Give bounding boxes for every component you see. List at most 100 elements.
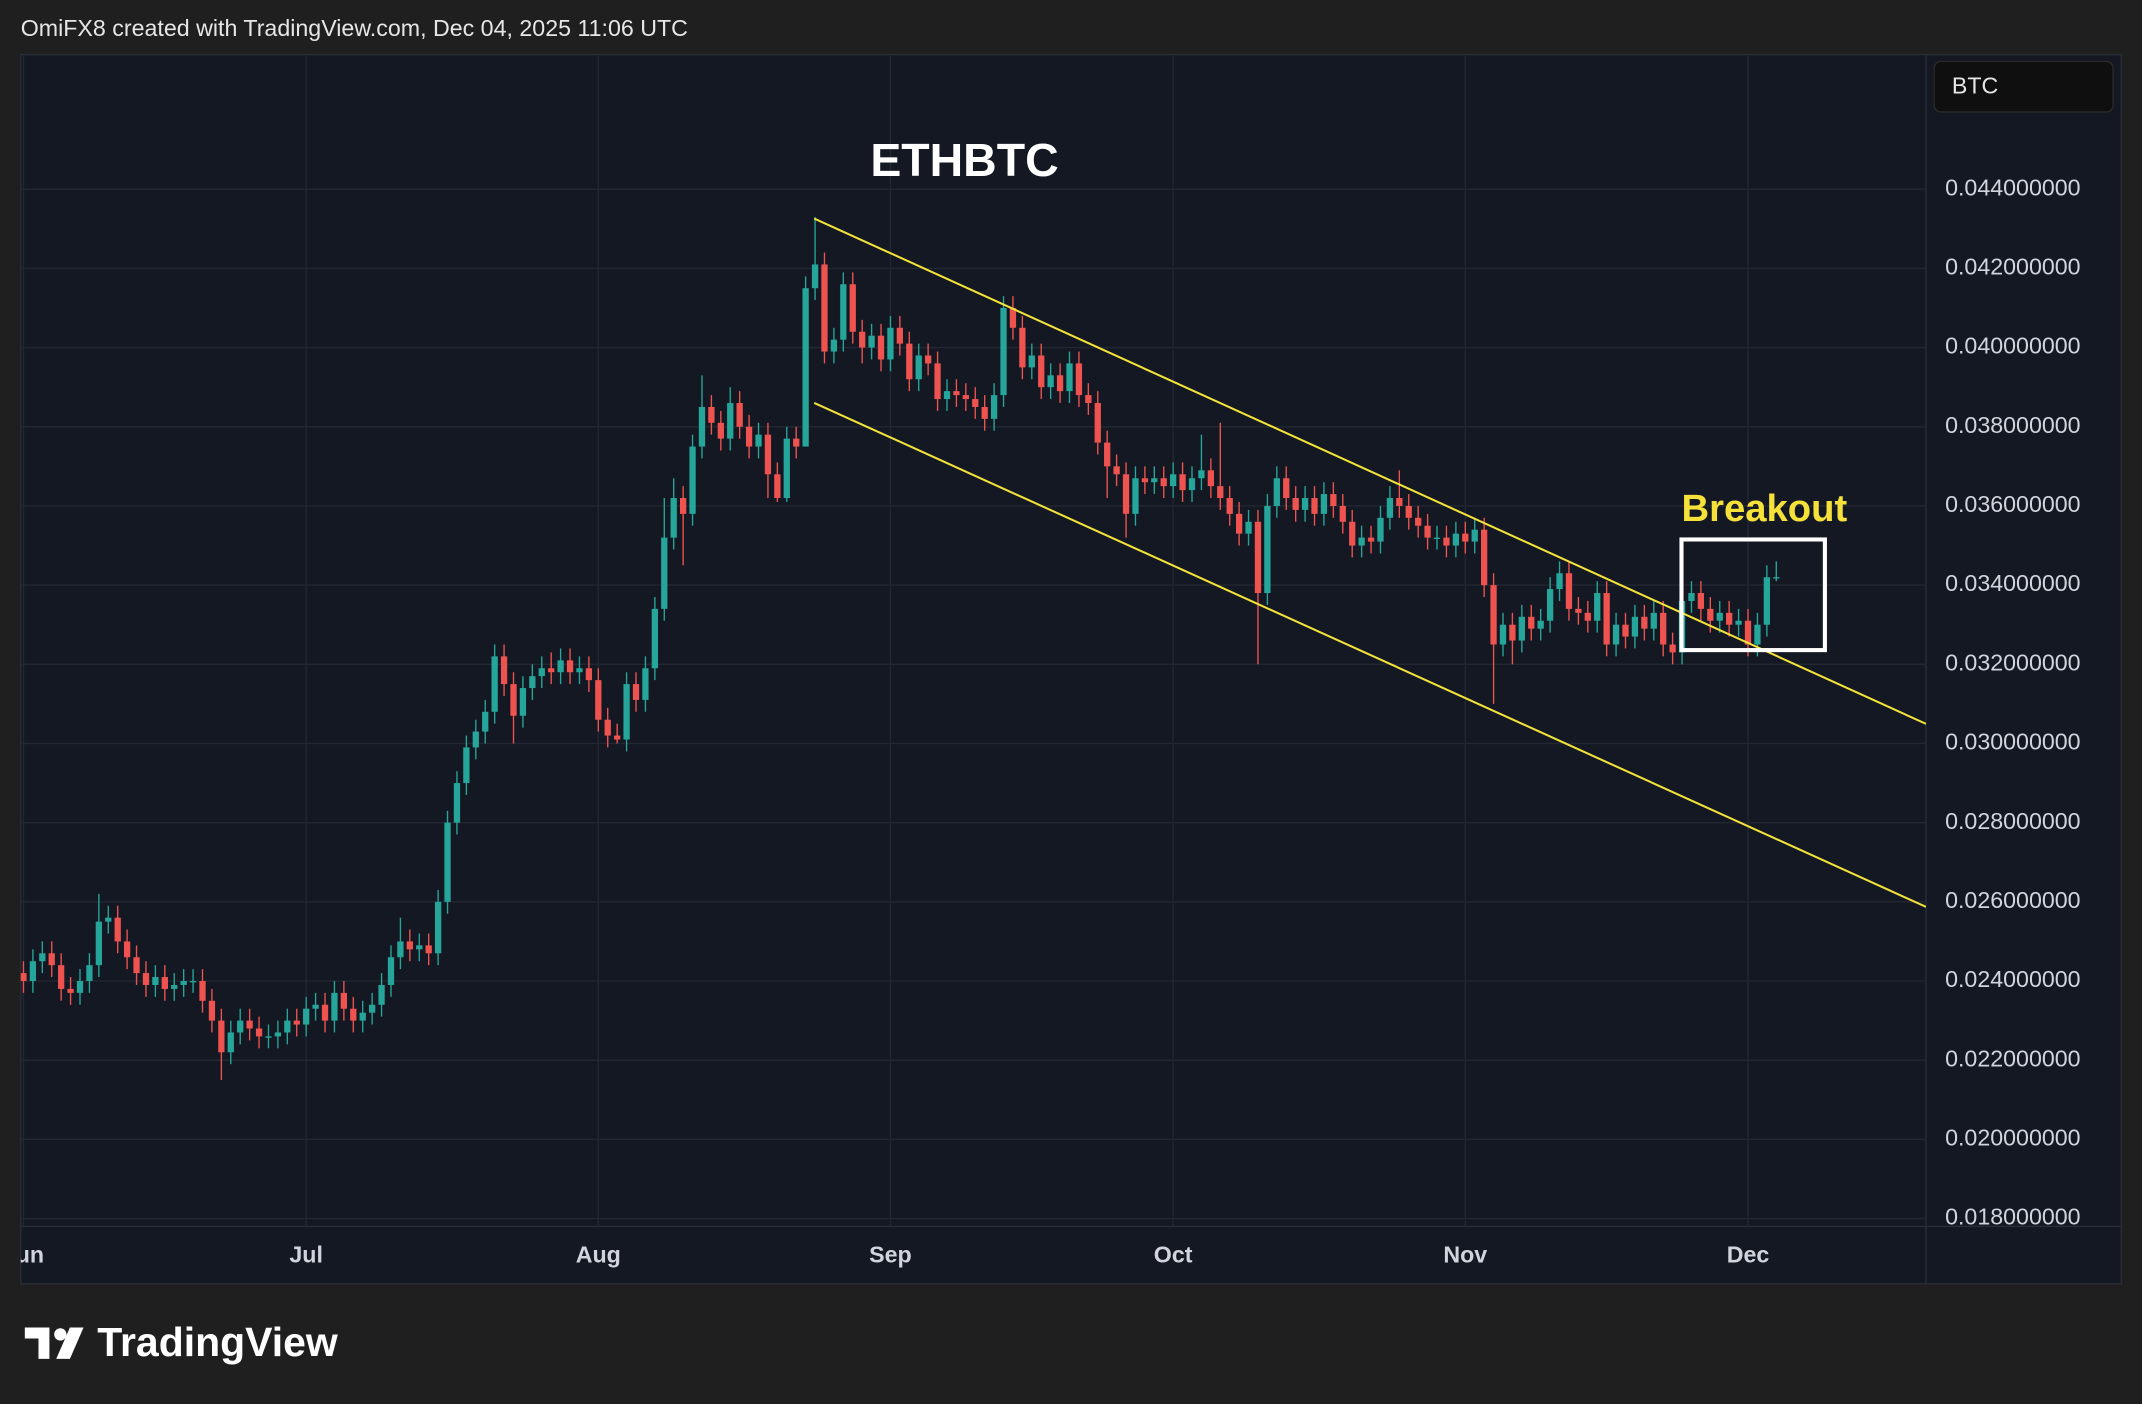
candle-body (472, 731, 479, 748)
candle-body (1565, 573, 1573, 609)
candle-body (1773, 577, 1780, 579)
candle-body (1462, 533, 1469, 542)
candle-body (1452, 533, 1460, 546)
candle-body (1273, 478, 1280, 506)
y-tick-label: 0.040000000 (1945, 333, 2080, 359)
candle-body (227, 1032, 234, 1053)
y-tick-label: 0.028000000 (1945, 808, 2080, 834)
candle-body (378, 984, 385, 1005)
candle-body (566, 660, 574, 673)
candle-body (95, 921, 102, 966)
candle-body (1245, 521, 1252, 534)
candle-body (802, 288, 809, 447)
y-tick-label: 0.030000000 (1945, 729, 2080, 755)
candle-body (350, 1008, 357, 1021)
y-tick-label: 0.034000000 (1945, 570, 2080, 596)
candle-body (1085, 395, 1092, 404)
candle-body (830, 339, 838, 352)
candle-body (1113, 466, 1120, 475)
candle-body (1556, 573, 1563, 590)
time-axis: Jun Jul Aug Sep Oct Nov Dec (21, 1242, 1770, 1268)
candle-body (1254, 521, 1262, 594)
candle-body (896, 327, 904, 344)
candle-body (877, 335, 885, 360)
candle-body (849, 284, 856, 332)
candle-body (736, 403, 743, 427)
logo-mark (54, 1328, 67, 1341)
candle-body (114, 917, 121, 942)
candle-body (972, 399, 979, 407)
y-tick-label: 0.022000000 (1945, 1045, 2080, 1071)
candle-body (1612, 624, 1620, 645)
candle-body (1537, 620, 1544, 629)
candle-body (953, 391, 960, 396)
trend-line (813, 217, 1926, 725)
candle-body (453, 783, 461, 823)
candle-body (48, 953, 55, 966)
x-tick-label: Nov (1443, 1242, 1487, 1268)
candle-body (774, 474, 781, 499)
candle-body (142, 973, 150, 985)
candle-body (246, 1020, 253, 1029)
candle-body (331, 992, 338, 1021)
candle-body (519, 688, 527, 716)
candle-body (1471, 529, 1478, 542)
candle-body (1669, 644, 1676, 653)
candle-body (990, 395, 998, 419)
candle-body (152, 977, 159, 985)
candle-body (1339, 505, 1346, 522)
candle-body (1433, 537, 1441, 539)
candle-body (538, 668, 545, 677)
candle-body (199, 981, 206, 1001)
x-tick-label: Sep (869, 1242, 912, 1268)
candle-body (1151, 478, 1158, 483)
candle-body (20, 973, 27, 982)
candle-body (416, 945, 423, 950)
candle-body (1697, 593, 1705, 609)
candle-body (482, 711, 489, 732)
candle-body (1622, 624, 1629, 637)
candle-body (821, 264, 828, 352)
candle-body (397, 941, 404, 958)
candle-body (1066, 363, 1073, 392)
candle-body (670, 498, 677, 538)
candle-body (887, 327, 894, 360)
chart-title: ETHBTC (870, 134, 1058, 186)
candle-body (1160, 478, 1167, 487)
candle-body (293, 1020, 300, 1025)
candle-body (1170, 474, 1177, 487)
candle-body (1000, 307, 1007, 396)
candle-body (529, 676, 536, 689)
y-tick-label: 0.042000000 (1945, 254, 2080, 280)
drawings (813, 217, 1926, 908)
candle-body (39, 953, 46, 962)
candle-body (444, 822, 451, 902)
candle-body (463, 747, 470, 784)
trend-line (813, 401, 1926, 908)
candle-body (793, 438, 800, 447)
candle-body (1292, 498, 1299, 510)
candle-body (981, 406, 988, 419)
candle-body (1726, 612, 1733, 625)
candle-body (1603, 593, 1610, 645)
candle-body (491, 656, 498, 712)
y-tick-label: 0.018000000 (1945, 1204, 2080, 1230)
candle-body (708, 406, 715, 423)
x-tick-label: Jul (289, 1242, 323, 1268)
candle-body (651, 608, 658, 669)
candle-body (604, 719, 611, 736)
candle-body (1283, 478, 1290, 499)
candle-body (1367, 537, 1375, 542)
candle-body (500, 656, 508, 685)
x-tick-label: Oct (1154, 1242, 1193, 1268)
candle-body (632, 684, 640, 700)
candle-body (58, 965, 65, 989)
candle-body (679, 498, 687, 514)
candle-body (1528, 616, 1535, 629)
candle-body (614, 735, 621, 740)
candle-body (727, 403, 734, 439)
candle-body (698, 406, 706, 447)
candle-body (1104, 442, 1111, 467)
candle-body (1707, 608, 1714, 621)
candle-body (321, 1004, 329, 1021)
